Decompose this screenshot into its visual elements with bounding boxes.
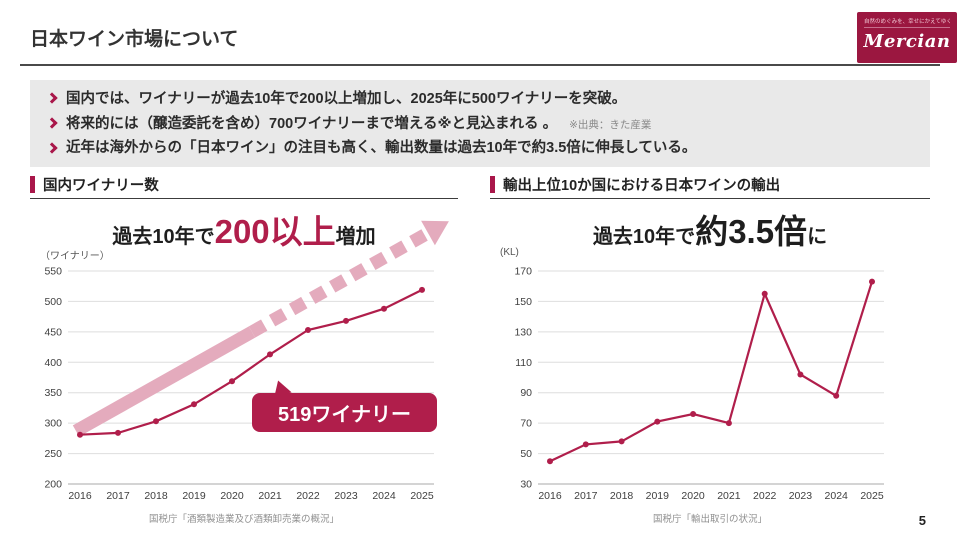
svg-text:2019: 2019 bbox=[646, 490, 670, 502]
svg-text:2024: 2024 bbox=[372, 490, 396, 502]
accent-bar bbox=[30, 176, 35, 193]
header: 日本ワイン市場について bbox=[20, 0, 940, 66]
bullet-text: 将来的には（醸造委託を含め）700ワイナリーまで増える※と見込まれる 。 bbox=[66, 115, 558, 132]
page-title: 日本ワイン市場について bbox=[30, 29, 239, 50]
title-suffix: 増加 bbox=[335, 226, 376, 248]
section-header-label: 国内ワイナリー数 bbox=[43, 178, 159, 194]
svg-text:2023: 2023 bbox=[789, 490, 813, 502]
accent-bar bbox=[490, 176, 495, 193]
svg-text:2025: 2025 bbox=[410, 490, 434, 502]
svg-text:2022: 2022 bbox=[753, 490, 777, 502]
chart-area: （ワイナリー） 200 250 300 350 400 450 500 550 2016 2017… bbox=[30, 220, 458, 525]
svg-text:30: 30 bbox=[520, 479, 532, 491]
svg-text:500: 500 bbox=[44, 296, 62, 308]
section-header-label: 輸出上位10か国における日本ワインの輸出 bbox=[503, 178, 781, 194]
summary-bullet: 国内では、ワイナリーが過去10年で200以上増加し、2025年に500ワイナリー… bbox=[44, 87, 916, 112]
domestic-wineries-section: 国内ワイナリー数 過去10年で200以上増加 （ワイナリー） 200 250 300… bbox=[30, 174, 458, 525]
section-header: 輸出上位10か国における日本ワインの輸出 bbox=[490, 174, 930, 199]
svg-text:130: 130 bbox=[514, 326, 532, 338]
svg-text:50: 50 bbox=[520, 448, 532, 460]
svg-text:2016: 2016 bbox=[68, 490, 92, 502]
summary-box: 国内では、ワイナリーが過去10年で200以上増加し、2025年に500ワイナリー… bbox=[30, 80, 930, 167]
title-prefix: 過去10年で bbox=[592, 226, 696, 248]
chart-area: (KL) 30 50 70 90 110 130 150 170 2016 2017 2018 201… bbox=[490, 247, 930, 525]
title-suffix: に bbox=[807, 226, 828, 248]
bullet-text: 近年は海外からの「日本ワイン」の注目も高く、輸出数量は過去10年で約3.5倍に伸… bbox=[66, 140, 697, 157]
svg-text:2017: 2017 bbox=[106, 490, 130, 502]
summary-bullet: 近年は海外からの「日本ワイン」の注目も高く、輸出数量は過去10年で約3.5倍に伸… bbox=[44, 136, 916, 161]
callout-pointer-icon bbox=[270, 377, 292, 398]
svg-text:2018: 2018 bbox=[144, 490, 168, 502]
summary-bullet: 将来的には（醸造委託を含め）700ワイナリーまで増える※と見込まれる 。 ※出典… bbox=[44, 112, 916, 137]
svg-text:2020: 2020 bbox=[681, 490, 705, 502]
svg-text:2017: 2017 bbox=[574, 490, 598, 502]
chart-title: 過去10年で約3.5倍に bbox=[490, 205, 930, 250]
title-highlight: 約3.5倍 bbox=[695, 213, 808, 250]
svg-text:350: 350 bbox=[44, 387, 62, 399]
svg-text:300: 300 bbox=[44, 418, 62, 430]
logo-brand-text: Mercian bbox=[863, 31, 951, 52]
svg-text:2020: 2020 bbox=[220, 490, 244, 502]
svg-text:170: 170 bbox=[514, 266, 532, 278]
bullet-note: ※出典：きた産業 bbox=[569, 118, 652, 131]
chevron-right-icon bbox=[46, 141, 58, 154]
svg-text:250: 250 bbox=[44, 448, 62, 460]
export-volume-chart: 30 50 70 90 110 130 150 170 2016 2017 2018 2019 2020… bbox=[514, 266, 884, 502]
chart-source: 国税庁「酒類製造業及び酒類卸売業の概況」 bbox=[148, 514, 339, 525]
svg-text:2018: 2018 bbox=[610, 490, 634, 502]
export-volume-section: 輸出上位10か国における日本ワインの輸出 過去10年で約3.5倍に (KL) 3… bbox=[490, 174, 930, 525]
svg-text:2023: 2023 bbox=[334, 490, 358, 502]
chevron-right-icon bbox=[46, 117, 58, 129]
y-axis-unit-label: （ワイナリー） bbox=[40, 251, 110, 262]
svg-text:70: 70 bbox=[520, 418, 532, 430]
svg-text:450: 450 bbox=[44, 326, 62, 338]
svg-text:200: 200 bbox=[44, 479, 62, 491]
page-number: 5 bbox=[918, 513, 926, 528]
title-highlight: 200以上 bbox=[214, 213, 336, 250]
callout-519-wineries: 519ワイナリー bbox=[252, 377, 437, 432]
svg-text:400: 400 bbox=[44, 357, 62, 369]
svg-text:2019: 2019 bbox=[182, 490, 206, 502]
svg-text:2022: 2022 bbox=[296, 490, 320, 502]
section-header: 国内ワイナリー数 bbox=[30, 174, 458, 199]
domestic-wineries-chart: 200 250 300 350 400 450 500 550 2016 2017 2018 2019… bbox=[44, 220, 449, 502]
mercian-logo: 自然のめぐみを、幸せにかえてゆく。 Mercian bbox=[857, 12, 957, 63]
title-prefix: 過去10年で bbox=[112, 226, 215, 248]
svg-text:2024: 2024 bbox=[825, 490, 849, 502]
chart-source: 国税庁「輸出取引の状況」 bbox=[652, 514, 767, 525]
svg-text:2021: 2021 bbox=[717, 490, 741, 502]
callout-label: 519ワイナリー bbox=[278, 404, 411, 426]
svg-text:2021: 2021 bbox=[258, 490, 282, 502]
svg-text:150: 150 bbox=[514, 296, 532, 308]
svg-text:2016: 2016 bbox=[538, 490, 562, 502]
chart-title: 過去10年で200以上増加 bbox=[30, 205, 458, 250]
logo-tagline: 自然のめぐみを、幸せにかえてゆく。 bbox=[864, 17, 950, 28]
chevron-right-icon bbox=[46, 92, 58, 104]
svg-text:110: 110 bbox=[515, 357, 532, 369]
bullet-text: 国内では、ワイナリーが過去10年で200以上増加し、2025年に500ワイナリー… bbox=[66, 91, 627, 107]
svg-text:90: 90 bbox=[520, 387, 532, 399]
charts-row: 国内ワイナリー数 過去10年で200以上増加 （ワイナリー） 200 250 300… bbox=[30, 174, 930, 525]
svg-text:550: 550 bbox=[44, 266, 62, 278]
y-axis-unit-label: (KL) bbox=[500, 247, 519, 258]
svg-text:2025: 2025 bbox=[860, 490, 884, 502]
